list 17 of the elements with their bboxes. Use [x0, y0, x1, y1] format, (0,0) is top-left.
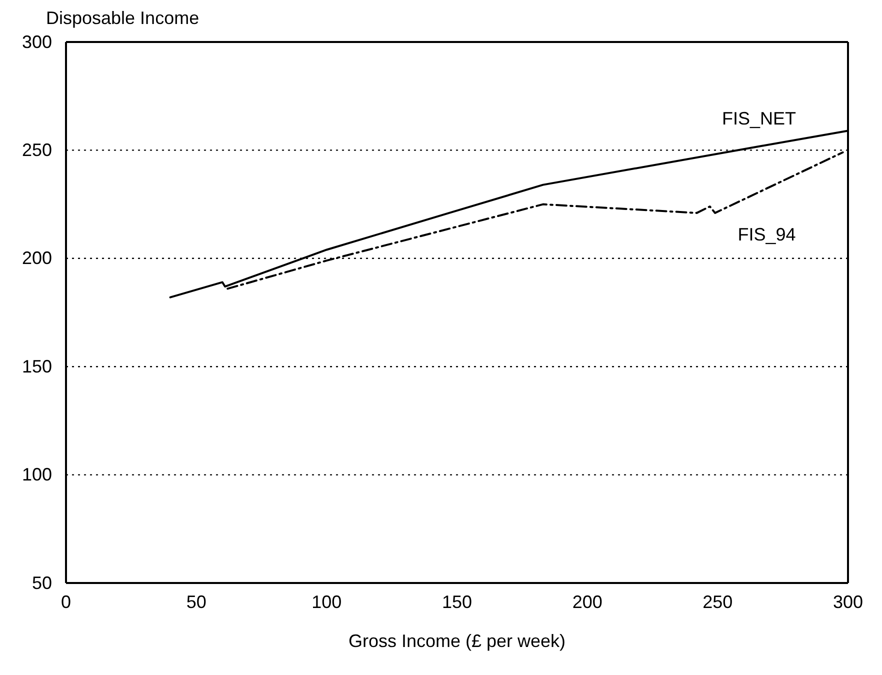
x-axis-title: Gross Income (£ per week): [348, 631, 566, 651]
x-tick-label: 150: [442, 592, 472, 612]
series-label: FIS_NET: [722, 108, 796, 129]
x-tick-label: 0: [60, 592, 72, 612]
x-tick-label: 100: [312, 592, 342, 612]
x-tick-label: 300: [832, 592, 864, 612]
x-tick-label: 250: [702, 592, 733, 612]
y-axis-title: Disposable Income: [46, 8, 200, 28]
y-tick-label: 300: [22, 32, 52, 52]
y-tick-label: 100: [22, 464, 52, 485]
y-tick-label: 150: [22, 356, 52, 376]
y-tick-label: 50: [32, 572, 52, 593]
y-tick-label: 250: [22, 140, 52, 160]
x-tick-label: 50: [186, 592, 206, 612]
series-label: FIS_94: [738, 224, 796, 244]
x-tick-label: 200: [572, 592, 602, 612]
y-tick-label: 200: [22, 248, 52, 268]
